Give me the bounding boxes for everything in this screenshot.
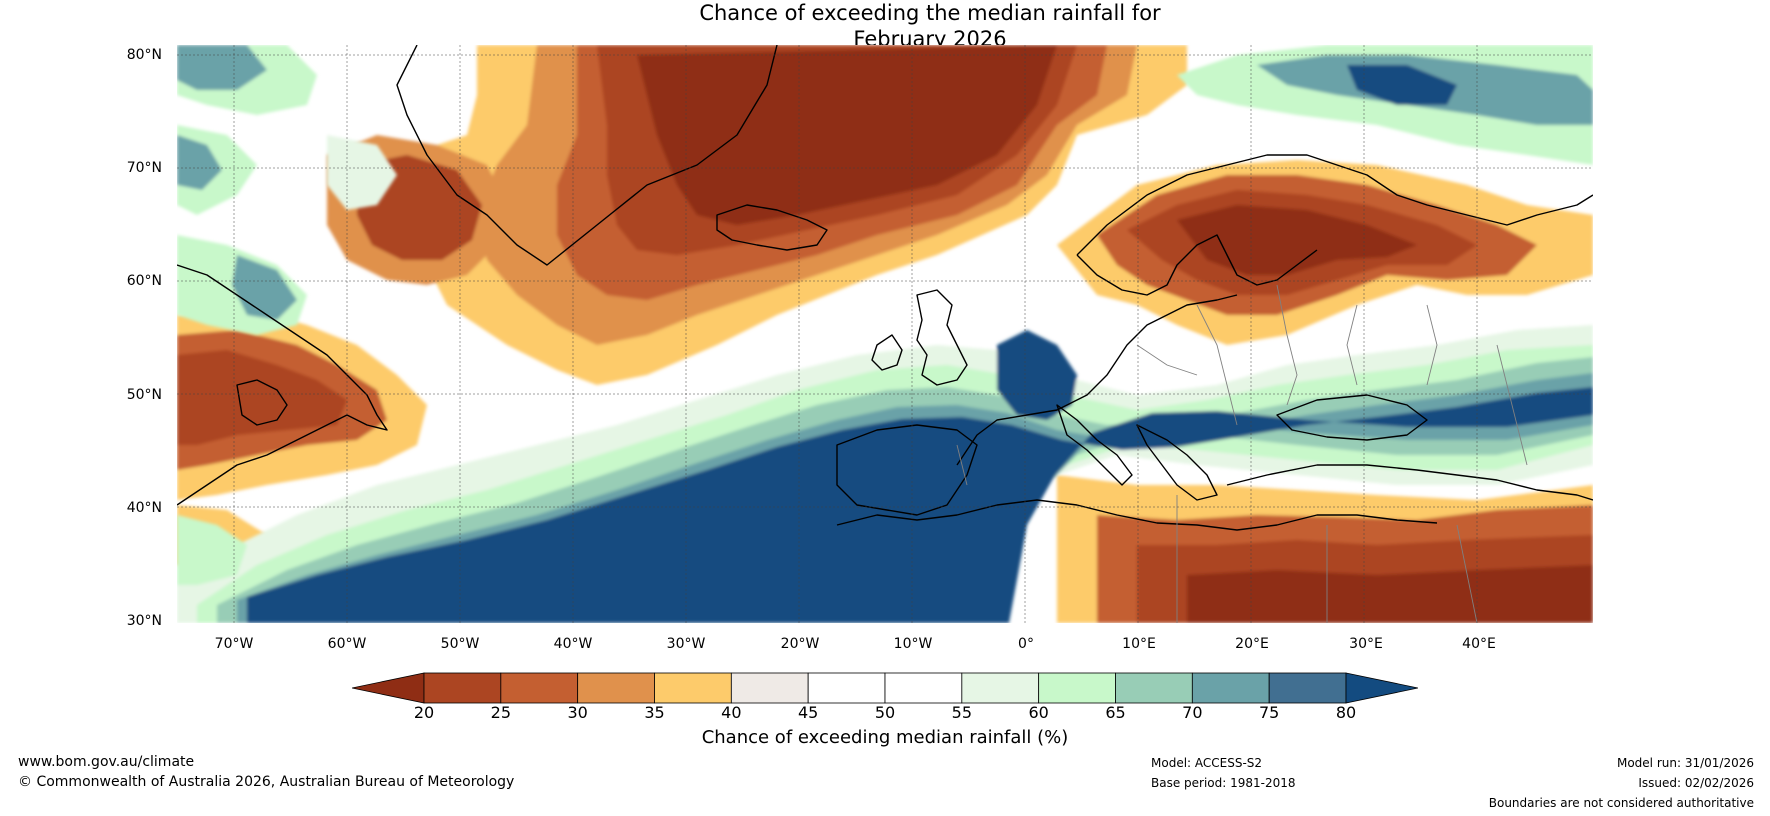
rainfall-map-svg bbox=[177, 45, 1593, 623]
lon-label-60w: 60°W bbox=[327, 636, 367, 652]
lat-label-60n: 60°N bbox=[126, 273, 162, 289]
contour-c75 bbox=[177, 135, 222, 190]
contour-c20 bbox=[1187, 565, 1593, 623]
colorbar-tick-label: 65 bbox=[1105, 703, 1126, 722]
contour-c85 bbox=[247, 387, 1593, 623]
colorbar-tick-label: 80 bbox=[1335, 703, 1357, 722]
coastlines bbox=[177, 45, 1593, 531]
lat-label-50n: 50°N bbox=[126, 387, 162, 403]
base-period: Base period: 1981-2018 bbox=[1151, 776, 1296, 790]
contour-c60 bbox=[327, 135, 397, 210]
colorbar-tick-label: 55 bbox=[951, 703, 972, 722]
colorbar-segment bbox=[807, 672, 886, 704]
colorbar-segment bbox=[1268, 672, 1347, 704]
contour-c85 bbox=[1347, 65, 1457, 105]
colorbar-segment bbox=[577, 672, 655, 704]
model-run-date: Model run: 31/01/2026 bbox=[1616, 756, 1754, 770]
colorbar-segment bbox=[1038, 672, 1116, 704]
colorbar-svg bbox=[351, 672, 1419, 704]
colorbar-high-arrow bbox=[1345, 672, 1419, 704]
colorbar-tick-label: 75 bbox=[1258, 703, 1280, 722]
chart-title: Chance of exceeding the median rainfall … bbox=[0, 0, 1770, 52]
colorbar-tick-label: 70 bbox=[1182, 703, 1203, 722]
colorbar-segment bbox=[1115, 672, 1193, 704]
lon-label-10w: 10°W bbox=[893, 636, 933, 652]
lon-label-10e: 10°E bbox=[1122, 636, 1156, 652]
graticule bbox=[177, 45, 1593, 623]
contour-c75 bbox=[232, 255, 297, 320]
boundaries-disclaimer: Boundaries are not considered authoritat… bbox=[1488, 796, 1754, 810]
copyright-notice: © Commonwealth of Australia 2026, Austra… bbox=[18, 774, 515, 790]
issued-date: Issued: 02/02/2026 bbox=[1638, 776, 1754, 790]
colorbar-tick-label: 20 bbox=[413, 703, 435, 722]
lat-label-70n: 70°N bbox=[126, 160, 162, 176]
contour-c85 bbox=[997, 330, 1077, 420]
lon-label-40e: 40°E bbox=[1462, 636, 1496, 652]
colorbar-tick-label: 60 bbox=[1028, 703, 1049, 722]
colorbar-segment bbox=[500, 672, 579, 704]
contour-c20 bbox=[637, 45, 1057, 225]
lon-label-0: 0° bbox=[1018, 636, 1034, 652]
website-link[interactable]: www.bom.gov.au/climate bbox=[18, 754, 195, 770]
colorbar-segment bbox=[1191, 672, 1270, 704]
contour-c75 bbox=[177, 45, 267, 90]
dry-anomaly-layer bbox=[177, 45, 1593, 623]
lon-label-30w: 30°W bbox=[666, 636, 706, 652]
colorbar bbox=[351, 672, 1419, 704]
lon-label-20w: 20°W bbox=[780, 636, 820, 652]
colorbar-low-arrow bbox=[351, 672, 425, 704]
colorbar-segment bbox=[884, 672, 963, 704]
title-line-1: Chance of exceeding the median rainfall … bbox=[699, 1, 1161, 25]
lat-label-30n: 30°N bbox=[126, 613, 162, 629]
lon-label-20e: 20°E bbox=[1235, 636, 1269, 652]
colorbar-tick-label: 30 bbox=[567, 703, 588, 722]
lon-label-30e: 30°E bbox=[1349, 636, 1383, 652]
colorbar-label: Chance of exceeding median rainfall (%) bbox=[701, 727, 1069, 748]
lon-label-50w: 50°W bbox=[440, 636, 480, 652]
country-borders bbox=[956, 284, 1528, 623]
colorbar-segment bbox=[423, 672, 502, 704]
model-name: Model: ACCESS-S2 bbox=[1151, 756, 1263, 770]
colorbar-tick-label: 25 bbox=[490, 703, 511, 722]
colorbar-segment bbox=[961, 672, 1040, 704]
colorbar-tick-label: 45 bbox=[797, 703, 819, 722]
colorbar-segment bbox=[730, 672, 809, 704]
contour-c20 bbox=[1177, 205, 1417, 275]
wet-anomaly-layer bbox=[177, 45, 1593, 623]
contour-c25 bbox=[177, 350, 347, 445]
colorbar-tick-label: 40 bbox=[721, 703, 742, 722]
lat-label-40n: 40°N bbox=[126, 500, 162, 516]
lon-label-70w: 70°W bbox=[214, 636, 254, 652]
rainfall-map bbox=[177, 45, 1593, 623]
contour-c65 bbox=[177, 515, 247, 585]
colorbar-tick-label: 50 bbox=[874, 703, 896, 722]
lat-label-80n: 80°N bbox=[126, 47, 162, 63]
colorbar-segment bbox=[654, 672, 732, 704]
lon-label-40w: 40°W bbox=[553, 636, 593, 652]
colorbar-tick-label: 35 bbox=[644, 703, 665, 722]
